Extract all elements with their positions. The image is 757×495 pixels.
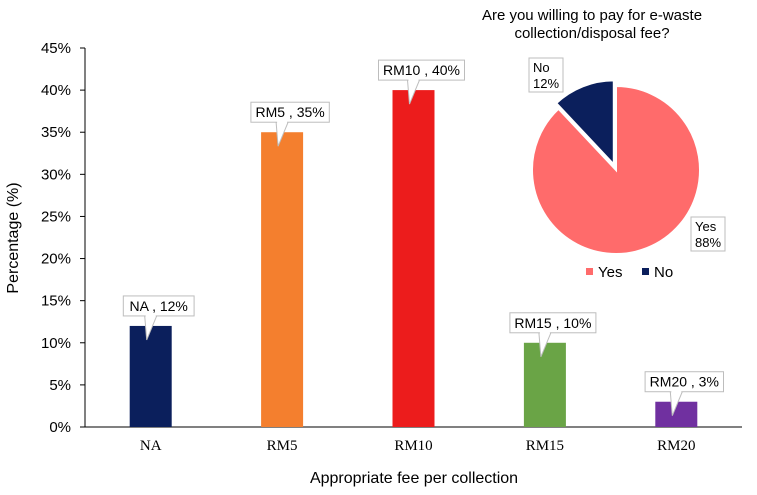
data-label-text: RM10 , 40% xyxy=(383,62,460,78)
pie-label-yes: Yes88% xyxy=(691,217,725,251)
y-tick-label: 25% xyxy=(41,208,71,225)
pie-label-no: No12% xyxy=(529,58,563,92)
pie-label-value: 12% xyxy=(533,76,559,91)
y-tick-label: 20% xyxy=(41,251,71,268)
pie-slice-yes xyxy=(532,86,700,254)
y-tick-label: 40% xyxy=(41,82,71,99)
bar-rm5 xyxy=(261,132,303,427)
bar-rm15 xyxy=(524,343,566,427)
data-label-text: RM15 , 10% xyxy=(514,315,591,331)
bar-rm10 xyxy=(393,90,435,427)
legend-label: No xyxy=(654,264,673,281)
y-tick-label: 35% xyxy=(41,124,71,141)
pie-title-line-1: Are you willing to pay for e-waste xyxy=(482,7,702,24)
legend-swatch-yes xyxy=(586,268,593,275)
x-axis-title: Appropriate fee per collection xyxy=(310,470,518,487)
pie-chart: Are you willing to pay for e-waste colle… xyxy=(482,7,725,281)
pie-label-name: No xyxy=(533,60,550,75)
pie-legend: Yes No xyxy=(586,264,673,281)
y-tick-label: 0% xyxy=(49,419,71,436)
data-label-text: RM5 , 35% xyxy=(255,104,324,120)
legend-label: Yes xyxy=(598,264,622,281)
y-axis-title: Percentage (%) xyxy=(5,182,22,293)
data-label-text: NA , 12% xyxy=(130,298,188,314)
y-tick-label: 15% xyxy=(41,293,71,310)
pie-slices xyxy=(532,80,700,254)
y-axis-ticks: 0% 5% 10% 15% 20% 25% 30% 35% 40% 45% xyxy=(41,40,85,436)
y-tick-label: 45% xyxy=(41,40,71,57)
x-tick-label: RM15 xyxy=(526,438,564,454)
bar-na xyxy=(130,326,172,427)
x-tick-label: NA xyxy=(140,438,162,454)
x-tick-label: RM5 xyxy=(267,438,298,454)
y-tick-label: 10% xyxy=(41,335,71,352)
pie-label-value: 88% xyxy=(695,235,721,250)
x-tick-label: RM20 xyxy=(657,438,695,454)
legend-swatch-no xyxy=(642,268,649,275)
x-axis-ticks: NA RM5 RM10 RM15 RM20 xyxy=(140,438,696,454)
y-tick-label: 5% xyxy=(49,377,71,394)
pie-title-line-2: collection/disposal fee? xyxy=(514,25,669,42)
y-tick-label: 30% xyxy=(41,166,71,183)
data-label-text: RM20 , 3% xyxy=(650,374,719,390)
x-tick-label: RM10 xyxy=(394,438,432,454)
pie-label-name: Yes xyxy=(695,219,717,234)
